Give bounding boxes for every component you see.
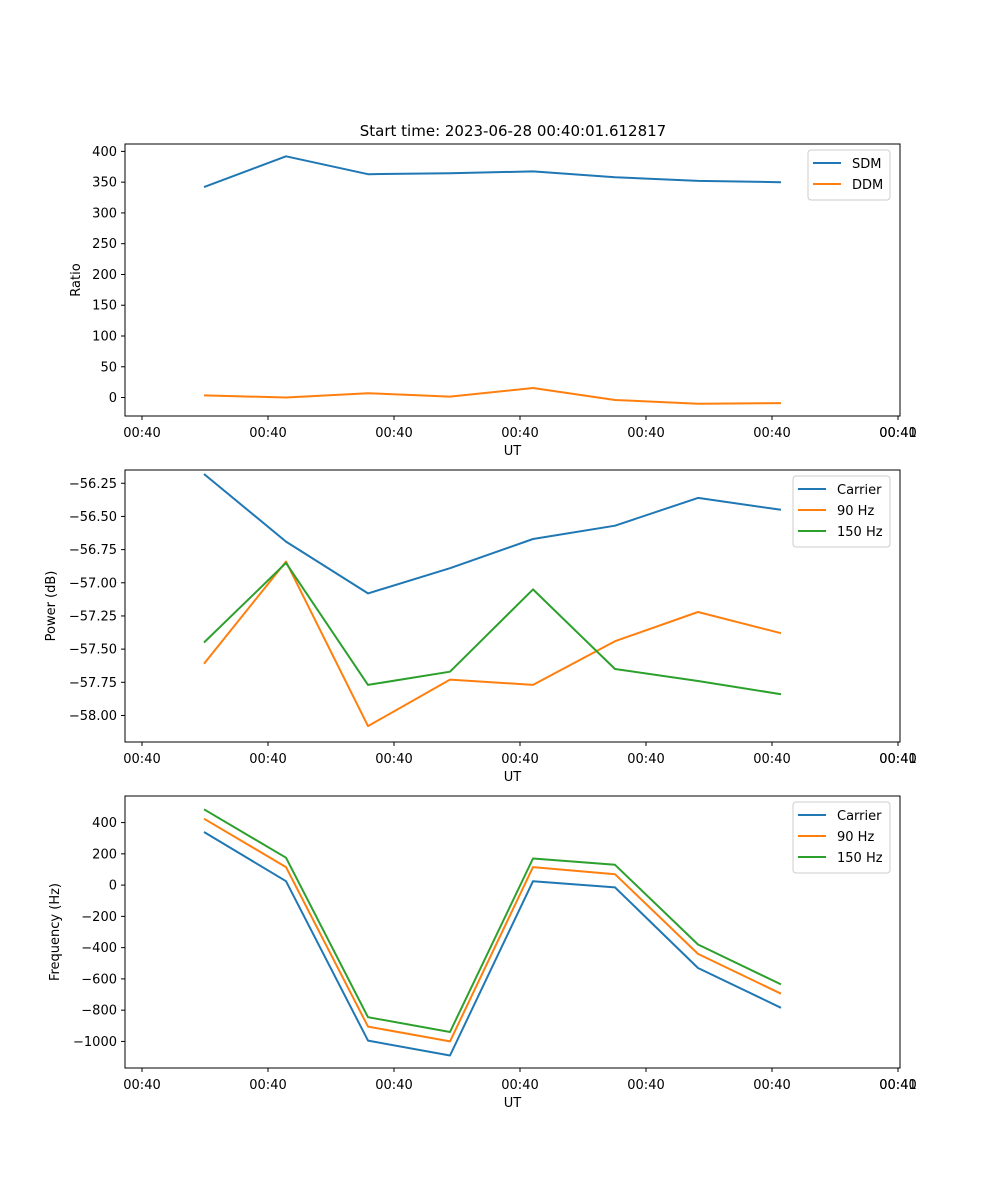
legend-label: 150 Hz	[837, 525, 883, 540]
plot-frame	[124, 143, 901, 417]
y-tick-label: −600	[81, 972, 117, 987]
panels-container: 00:40 00:40 00:40 00:40 00:40 00:40 00:4000:41…	[44, 143, 917, 1111]
y-tick-label: −58.00	[69, 709, 117, 724]
y-tick-label: −1000	[73, 1035, 117, 1050]
x-tick-label: 00:40	[879, 426, 916, 441]
y-tick-label: −200	[81, 910, 117, 925]
x-tick-label: 00:40	[879, 1078, 916, 1093]
x-tick-label: 00:40	[879, 752, 916, 767]
y-tick-label: 0	[109, 391, 117, 406]
x-tick-label: 00:40	[375, 1078, 412, 1093]
x-tick-label: 00:40	[627, 426, 664, 441]
x-tick-label: 00:40	[501, 752, 538, 767]
x-tick-label: 00:41	[879, 1078, 916, 1093]
y-tick-label: −800	[81, 1004, 117, 1019]
y-tick-label: −56.50	[69, 510, 117, 525]
x-tick-label: 00:40	[375, 426, 412, 441]
y-tick-label: −57.50	[69, 643, 117, 658]
plot-frame	[124, 795, 901, 1069]
x-tick-label: 00:40	[753, 426, 790, 441]
chart-panel-1: 00:40 00:40 00:40 00:40 00:40 00:40 00:4000:41…	[69, 143, 917, 459]
x-axis-label: UT	[504, 770, 522, 785]
y-tick-label: 150	[92, 299, 117, 314]
legend-box	[792, 801, 891, 874]
y-axis-label: Power (dB)	[44, 571, 59, 642]
y-tick-label: 100	[92, 330, 117, 345]
x-tick-label: 00:40	[249, 1078, 286, 1093]
y-tick-label: −57.75	[69, 676, 117, 691]
series-line-carrier	[203, 831, 782, 1057]
series-line-150-hz	[203, 808, 782, 1033]
legend-label: Carrier	[837, 483, 882, 498]
x-tick-label: 00:41	[879, 426, 916, 441]
x-tick-label: 00:40	[501, 1078, 538, 1093]
legend-box	[792, 475, 891, 548]
x-tick-label: 00:40	[627, 752, 664, 767]
x-tick-label: 00:40	[249, 752, 286, 767]
x-tick-label: 00:40	[123, 752, 160, 767]
series-line-90-hz	[203, 817, 782, 1043]
x-tick-label: 00:40	[627, 1078, 664, 1093]
plot-frame	[124, 469, 901, 743]
y-tick-label: 350	[92, 176, 117, 191]
x-tick-label: 00:40	[249, 426, 286, 441]
x-tick-label: 00:40	[123, 426, 160, 441]
x-tick-label: 00:40	[123, 1078, 160, 1093]
y-tick-label: −56.75	[69, 543, 117, 558]
legend-label: 150 Hz	[837, 851, 883, 866]
x-axis-label: UT	[504, 444, 522, 459]
series-line-carrier	[203, 473, 782, 595]
y-axis-label: Ratio	[69, 263, 84, 296]
y-tick-label: 200	[92, 268, 117, 283]
chart-panel-2: 00:40 00:40 00:40 00:40 00:40 00:40 00:4000:41…	[44, 469, 917, 785]
x-tick-label: 00:40	[375, 752, 412, 767]
chart-panel-3: 00:40 00:40 00:40 00:40 00:40 00:40 00:4000:41…	[48, 795, 917, 1111]
x-tick-label: 00:40	[753, 1078, 790, 1093]
y-tick-label: −56.25	[69, 477, 117, 492]
x-tick-label: 00:40	[753, 752, 790, 767]
y-axis-label: Frequency (Hz)	[48, 883, 63, 981]
y-tick-label: −400	[81, 941, 117, 956]
y-tick-label: −57.00	[69, 576, 117, 591]
x-tick-label: 00:41	[879, 752, 916, 767]
y-tick-label: 250	[92, 237, 117, 252]
y-tick-label: −57.25	[69, 609, 117, 624]
legend: Carrier 90 Hz 150 Hz	[792, 475, 891, 548]
legend-label: 90 Hz	[837, 830, 874, 845]
legend: SDM DDM	[807, 149, 891, 201]
y-tick-label: 400	[92, 816, 117, 831]
series-line-sdm	[203, 155, 782, 189]
y-tick-label: 300	[92, 206, 117, 221]
series-line-ddm	[203, 387, 782, 405]
x-axis-label: UT	[504, 1096, 522, 1111]
series-line-90-hz	[203, 560, 782, 728]
x-tick-label: 00:40	[501, 426, 538, 441]
y-tick-label: 200	[92, 847, 117, 862]
figure-title: Start time: 2023-06-28 00:40:01.612817	[360, 122, 666, 140]
y-tick-label: 400	[92, 145, 117, 160]
legend-label: SDM	[852, 157, 881, 172]
y-tick-label: 50	[100, 360, 117, 375]
legend-label: DDM	[852, 178, 883, 193]
legend-label: 90 Hz	[837, 504, 874, 519]
y-tick-label: 0	[109, 879, 117, 894]
series-line-150-hz	[203, 561, 782, 696]
legend: Carrier 90 Hz 150 Hz	[792, 801, 891, 874]
legend-label: Carrier	[837, 809, 882, 824]
